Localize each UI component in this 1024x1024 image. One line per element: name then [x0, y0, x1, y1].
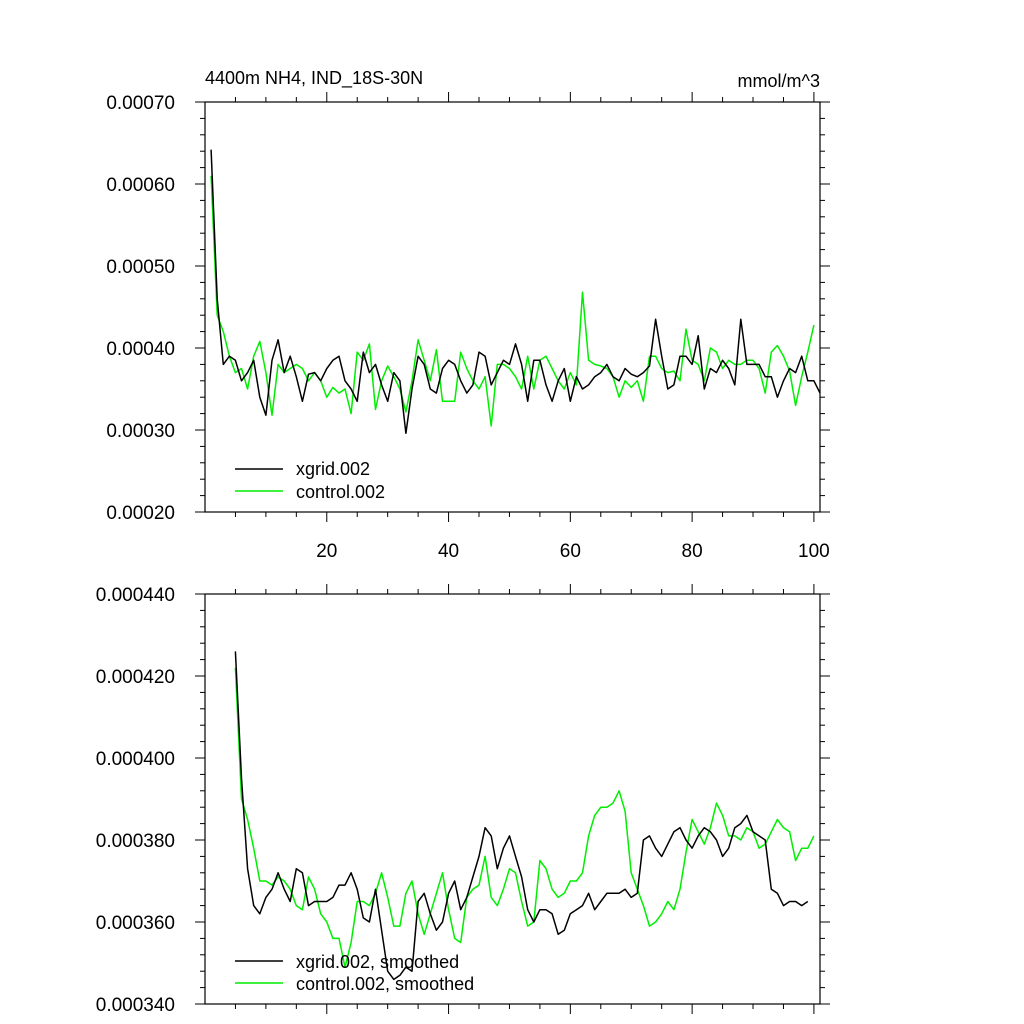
bottom-series-group — [234, 651, 815, 981]
bottom-legend-label-xgrid: xgrid.002, smoothed — [296, 952, 459, 972]
top-x-tick-label: 80 — [682, 541, 703, 562]
bottom-y-tick-label: 0.000400 — [96, 749, 175, 770]
top-y-tick-label: 0.00070 — [106, 93, 175, 114]
bottom-legend: xgrid.002, smoothed control.002, smoothe… — [235, 952, 474, 994]
bottom-y-tick-label: 0.000440 — [96, 585, 175, 606]
bottom-y-tick-label: 0.000380 — [96, 831, 175, 852]
top-x-tick-label: 20 — [316, 541, 337, 562]
bottom-series-line-control — [234, 667, 815, 968]
top-legend-label-control: control.002 — [296, 482, 385, 502]
top-series-line-xgrid — [210, 149, 821, 435]
bottom-plot-frame — [204, 593, 821, 1005]
bottom-y-tick-label: 0.000340 — [96, 995, 175, 1016]
top-series-group — [210, 149, 821, 435]
top-y-tick-label: 0.00030 — [106, 421, 175, 442]
top-x-tick-label: 40 — [438, 541, 459, 562]
bottom-legend-label-control: control.002, smoothed — [296, 974, 474, 994]
top-axis-ticks: 0.00020 0.00030 0.00040 0.00050 0.00060 0.000… — [106, 92, 830, 562]
top-legend-label-xgrid: xgrid.002 — [296, 459, 370, 479]
top-legend: xgrid.002 control.002 — [235, 459, 385, 502]
top-x-tick-label: 60 — [560, 541, 581, 562]
bottom-y-tick-label: 0.000360 — [96, 913, 175, 934]
top-units-label: mmol/m^3 — [738, 71, 820, 91]
top-y-tick-label: 0.00020 — [106, 503, 175, 524]
top-x-tick-label: 100 — [798, 541, 830, 562]
top-y-tick-label: 0.00060 — [106, 175, 175, 196]
top-panel: 4400m NH4, IND_18S-30N mmol/m^3 0.000200… — [106, 68, 830, 562]
bottom-axis-ticks: 0.000340 0.000360 0.000380 0.000400 0.000420… — [96, 584, 830, 1016]
top-chart-title: 4400m NH4, IND_18S-30N — [205, 68, 423, 89]
top-series-line-control — [210, 175, 815, 427]
top-y-tick-label: 0.00050 — [106, 257, 175, 278]
bottom-y-tick-label: 0.000420 — [96, 667, 175, 688]
top-plot-frame — [204, 101, 821, 513]
bottom-series-line-xgrid — [234, 651, 809, 981]
top-y-tick-label: 0.00040 — [106, 339, 175, 360]
bottom-panel: 0.000340 0.000360 0.000380 0.000400 0.000420… — [96, 584, 830, 1016]
